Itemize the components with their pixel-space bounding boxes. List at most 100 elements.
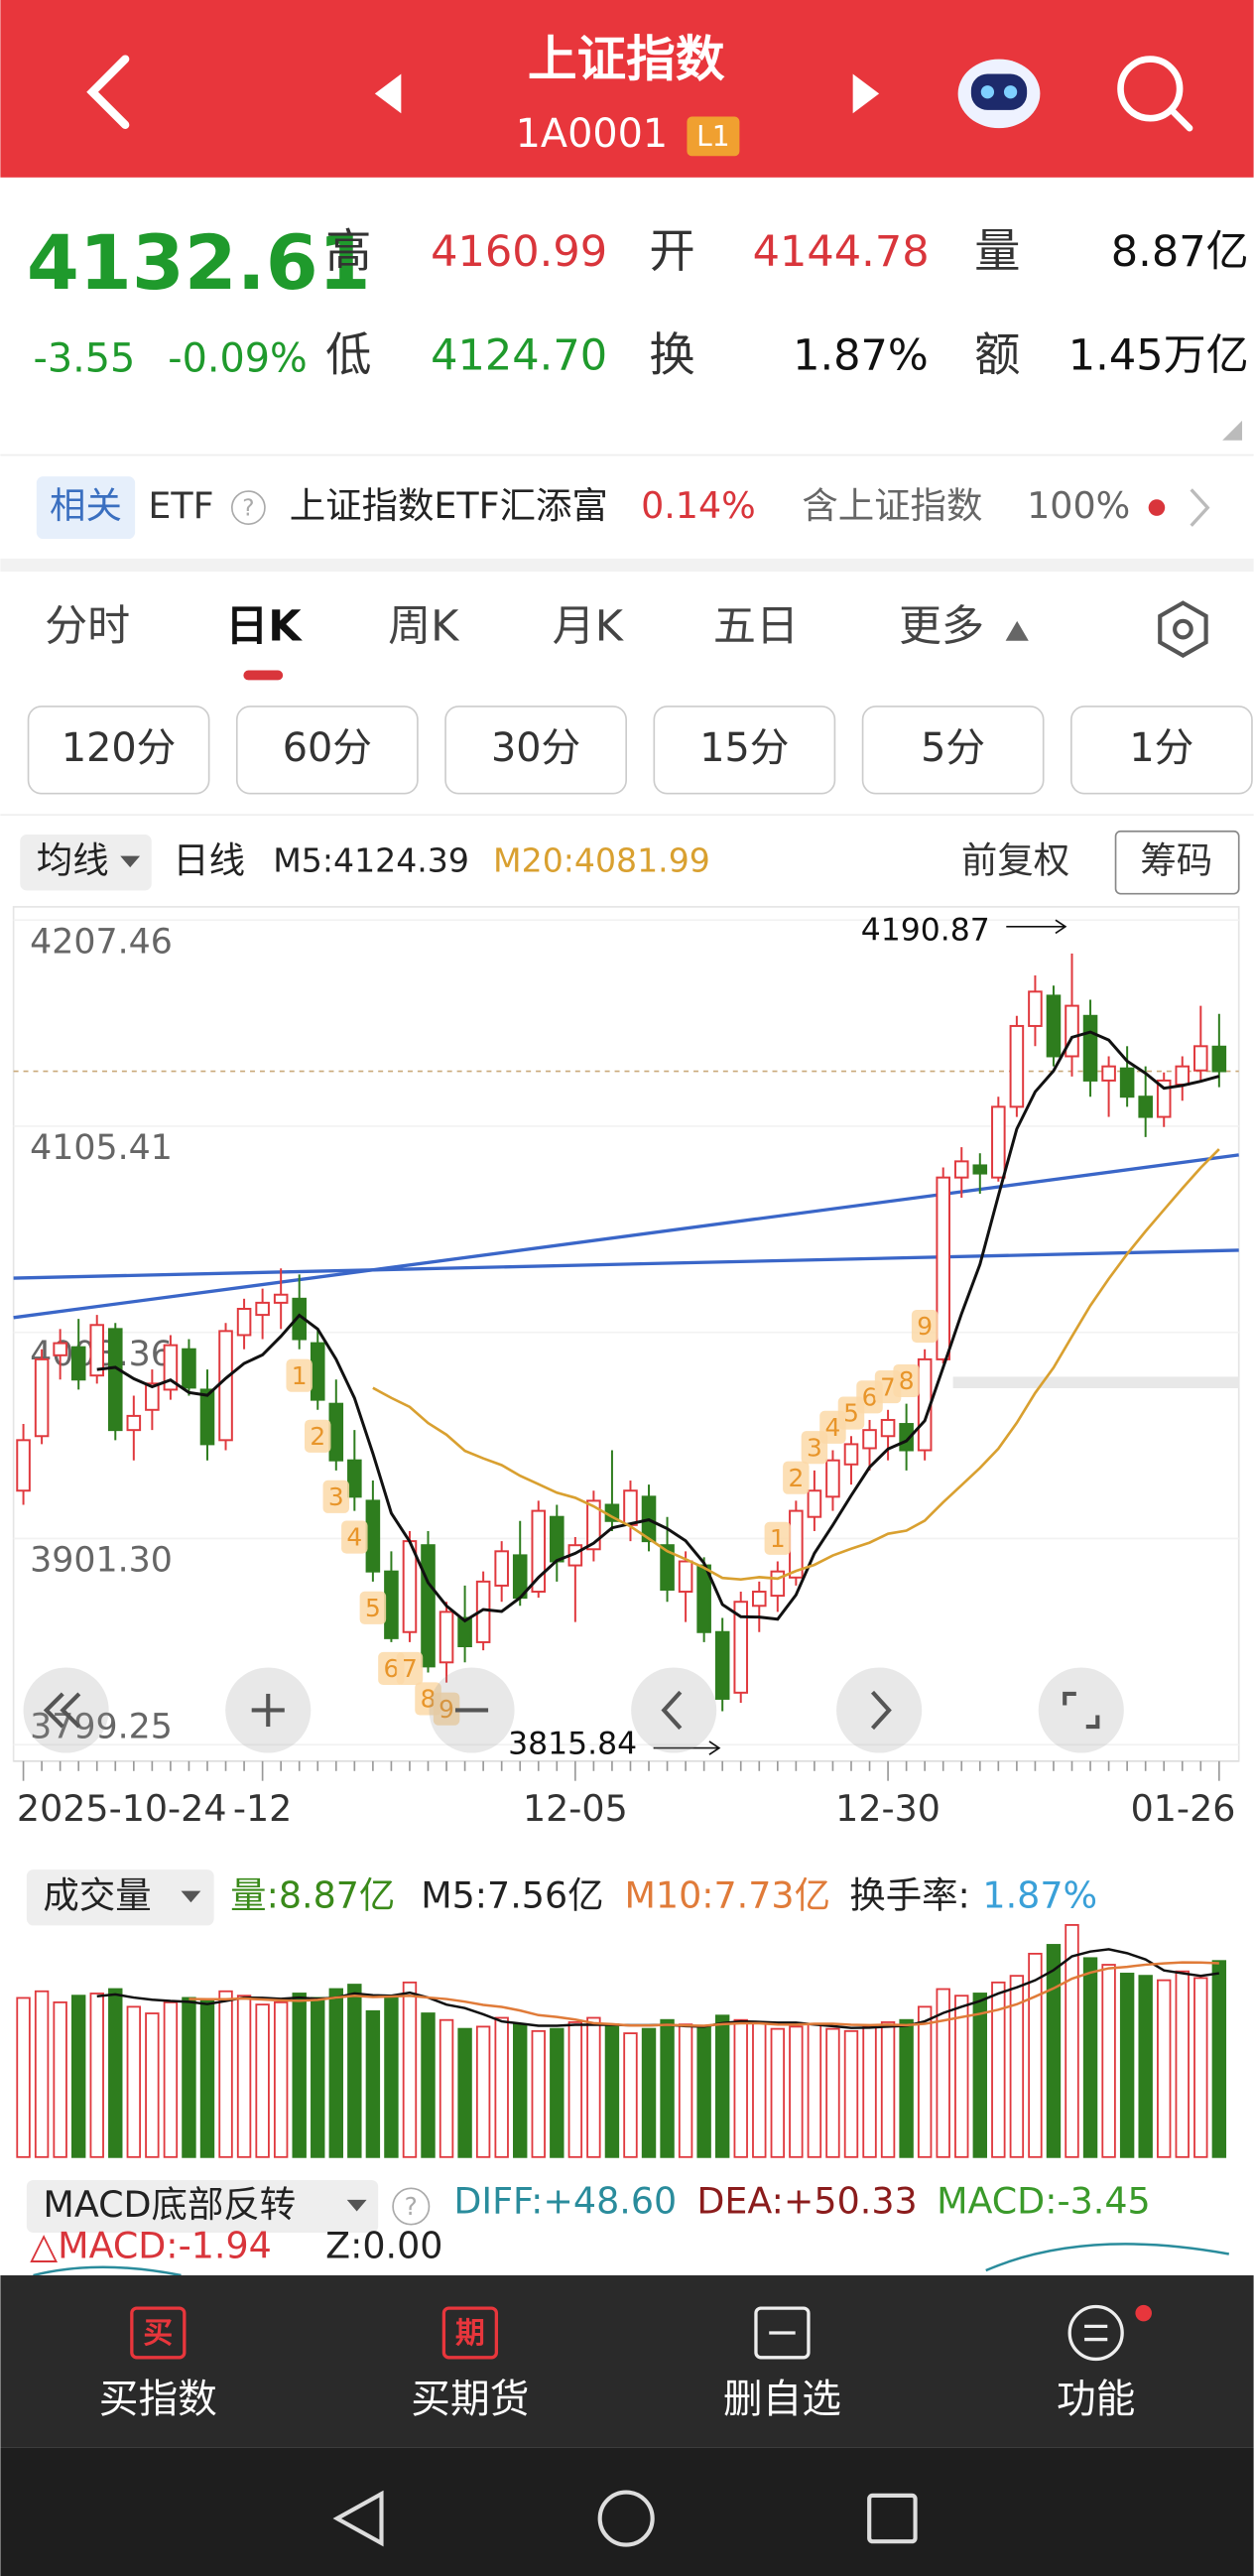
candle-body	[1065, 1004, 1079, 1058]
period-button[interactable]	[653, 706, 836, 795]
sys-recent[interactable]	[867, 2493, 918, 2544]
candle-body	[843, 1443, 859, 1466]
candle-body	[1119, 1067, 1135, 1098]
td-label: 6	[862, 1382, 878, 1411]
sys-home[interactable]	[597, 2490, 655, 2547]
volume-bar	[991, 1981, 1006, 2158]
label: 高	[325, 224, 371, 278]
macd-title-bg[interactable]	[26, 2179, 379, 2233]
volume-bar	[550, 2027, 564, 2158]
volume-bar	[513, 2023, 528, 2158]
volume-bar	[475, 2025, 491, 2158]
next-button[interactable]	[852, 73, 880, 114]
nav-bar	[0, 2275, 1254, 2448]
candle-body	[1009, 1024, 1025, 1108]
open: 4144.78	[753, 227, 930, 277]
volume-bar	[126, 2005, 142, 2158]
system-bar	[0, 2447, 1254, 2576]
tab[interactable]: 日K	[225, 602, 303, 652]
td-label: 3	[328, 1482, 344, 1511]
candle-body	[550, 1515, 564, 1563]
help-text: ?	[242, 495, 254, 522]
candle-body	[807, 1489, 822, 1518]
chips-button[interactable]	[1114, 830, 1240, 895]
nav-icon	[441, 2306, 499, 2360]
high: 4160.99	[431, 227, 607, 277]
tab[interactable]: 五日	[713, 602, 799, 652]
sys-back[interactable]	[332, 2490, 384, 2547]
period-button[interactable]	[27, 706, 210, 795]
period-label: 120分	[62, 725, 177, 771]
nav-icon	[754, 2306, 811, 2360]
chart-control[interactable]	[631, 1667, 717, 1753]
robot-face	[970, 73, 1028, 110]
tab[interactable]: 更多	[899, 602, 984, 652]
volume-bar	[567, 2021, 583, 2158]
volume-bar	[384, 1995, 399, 2158]
period-button[interactable]	[444, 706, 627, 795]
volume-bar	[402, 1981, 418, 2158]
td-label: 7	[402, 1654, 418, 1683]
volume-bar	[292, 1993, 307, 2158]
volume-bar	[347, 1984, 362, 2158]
arrow-head	[1055, 919, 1067, 935]
nav-icon	[1067, 2304, 1124, 2362]
period-button[interactable]	[861, 706, 1045, 795]
prev-button[interactable]	[374, 73, 402, 114]
settings-button[interactable]	[1158, 600, 1208, 658]
td-label: 4	[825, 1413, 841, 1442]
search-button[interactable]	[1117, 56, 1184, 122]
x-tick-label: 01-26	[1131, 1787, 1236, 1830]
label: 额	[974, 327, 1020, 381]
volume-bar	[1028, 1952, 1043, 2158]
period-label: 30分	[491, 725, 580, 771]
dropdown	[346, 2199, 367, 2212]
tab[interactable]: 月K	[553, 602, 625, 652]
adjust[interactable]: 前复权	[961, 839, 1069, 882]
indicator-bg[interactable]	[20, 835, 152, 891]
tab[interactable]: 分时	[45, 602, 130, 652]
chart-control[interactable]	[23, 1667, 109, 1753]
chart-control[interactable]	[1038, 1667, 1124, 1753]
low: 4124.70	[431, 330, 607, 380]
tab-underline	[243, 670, 284, 681]
amount: 1.45万亿	[1068, 330, 1249, 380]
td-label: 8	[899, 1366, 915, 1395]
candle-body	[236, 1307, 252, 1337]
related-tag: 相关	[50, 484, 122, 527]
candle-body	[586, 1499, 601, 1551]
related-tag-bg	[36, 476, 136, 540]
volume-bar	[917, 2005, 933, 2158]
label: 1.87%	[982, 1874, 1097, 1917]
nav-label: 买指数	[99, 2377, 217, 2422]
candle-body	[439, 1610, 454, 1664]
label: 换	[649, 327, 694, 381]
chart-control[interactable]	[836, 1667, 923, 1753]
period-button[interactable]	[1070, 706, 1253, 795]
nav-icon	[130, 2306, 187, 2360]
x-tick-label: -12	[233, 1787, 292, 1830]
volume-bar	[1101, 1964, 1116, 2158]
volume-bar	[586, 2016, 601, 2158]
volume-bar	[1082, 1957, 1098, 2158]
candle-body	[16, 1439, 31, 1492]
volume-bar	[218, 1990, 233, 2158]
etf-name[interactable]: 上证指数ETF汇添富	[290, 484, 608, 527]
td-box	[893, 1363, 920, 1398]
td-box	[764, 1521, 792, 1555]
tab[interactable]: 周K	[388, 602, 460, 652]
chips: 筹码	[1140, 839, 1212, 882]
robot-eye	[980, 85, 995, 99]
candle-body	[1211, 1045, 1227, 1073]
candle-body	[347, 1459, 362, 1498]
volume-bar	[34, 1990, 50, 2158]
label: 量:8.87亿	[230, 1874, 395, 1917]
volume-title-bg[interactable]	[26, 1869, 214, 1926]
volume-bar	[880, 2021, 896, 2158]
period-button[interactable]	[235, 706, 419, 795]
back-button[interactable]	[86, 55, 130, 129]
volume-bar	[1046, 1944, 1062, 2158]
search-handle	[1168, 106, 1193, 132]
header-bar	[0, 0, 1254, 178]
